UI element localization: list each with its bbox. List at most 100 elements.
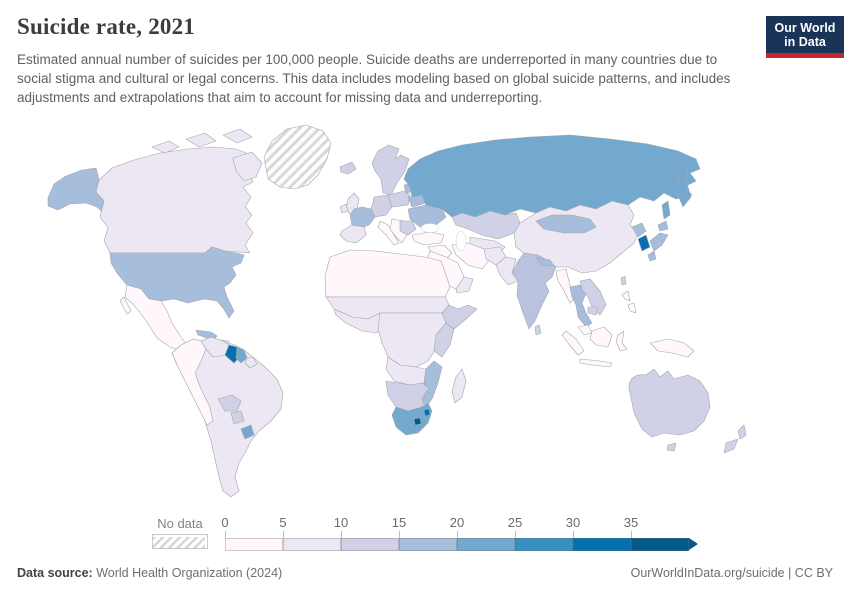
country-malaysia[interactable] (577, 324, 593, 336)
legend-tick-label: 10 (333, 515, 349, 530)
country-baffin-island[interactable] (232, 151, 263, 182)
country-mozambique[interactable] (421, 360, 443, 408)
country-cambodia[interactable] (587, 306, 599, 316)
country-eswatini[interactable] (423, 408, 431, 417)
legend-scale: 0 5 10 15 20 25 30 35 (221, 515, 711, 556)
country-arctic-island[interactable] (185, 132, 217, 148)
country-arctic-island[interactable] (151, 140, 180, 154)
country-italy[interactable] (377, 220, 400, 246)
caspian-sea (455, 230, 467, 252)
chart-subtitle: Estimated annual number of suicides per … (17, 52, 731, 105)
country-iceland[interactable] (339, 161, 357, 175)
country-north-korea[interactable] (631, 222, 647, 238)
country-indonesia-borneo[interactable] (589, 326, 613, 348)
country-france[interactable] (349, 206, 376, 228)
legend-bin-15-20[interactable] (399, 538, 457, 551)
legend-tick-label: 30 (565, 515, 581, 530)
country-sri-lanka[interactable] (534, 324, 542, 336)
country-sakhalin[interactable] (661, 200, 671, 220)
country-yemen-oman[interactable] (455, 276, 474, 294)
legend-tick-mark (225, 531, 226, 538)
country-lesotho[interactable] (413, 417, 422, 426)
owid-logo-line1: Our World (774, 21, 836, 35)
country-taiwan[interactable] (620, 275, 627, 286)
legend-no-data-label: No data (157, 516, 203, 531)
country-suriname[interactable] (235, 346, 248, 364)
data-source-label: Data source: (17, 566, 93, 580)
legend-arrow-cap (689, 538, 698, 550)
country-arctic-island[interactable] (222, 128, 253, 144)
legend-bin-10-15[interactable] (341, 538, 399, 551)
country-uruguay[interactable] (240, 424, 255, 440)
legend-tick-label: 5 (279, 515, 287, 530)
country-vietnam-laos[interactable] (579, 278, 607, 316)
country-myanmar[interactable] (555, 268, 577, 304)
country-ireland[interactable] (339, 203, 349, 214)
data-source-value: World Health Organization (2024) (92, 566, 283, 580)
country-indonesia-sumatra[interactable] (561, 330, 585, 356)
country-indonesia-java[interactable] (579, 358, 613, 368)
country-romania-bulgaria[interactable] (399, 220, 417, 236)
legend-tick-mark (283, 531, 284, 538)
country-colombia-peru[interactable] (171, 338, 214, 426)
legend-bin-20-25[interactable] (457, 538, 515, 551)
country-greenland[interactable] (263, 124, 332, 190)
legend-tick-label: 15 (391, 515, 407, 530)
country-zimbabwe-botswana-namibia[interactable] (385, 380, 429, 412)
legend-tick-mark (341, 531, 342, 538)
country-india[interactable] (511, 252, 557, 330)
country-madagascar[interactable] (451, 368, 467, 404)
license-link[interactable]: OurWorldInData.org/suicide | CC BY (630, 566, 833, 580)
country-japan[interactable] (649, 232, 669, 252)
legend-tick-label: 0 (221, 515, 229, 530)
black-sea (420, 223, 440, 233)
country-scandinavia[interactable] (371, 144, 410, 196)
country-canada[interactable] (95, 146, 260, 254)
legend-tick-mark (573, 531, 574, 538)
country-south-korea[interactable] (637, 234, 651, 252)
country-spain-portugal[interactable] (339, 224, 367, 244)
data-source[interactable]: Data source: World Health Organization (… (17, 566, 282, 580)
owid-logo-line2: in Data (784, 35, 826, 49)
legend-bin-0-5[interactable] (225, 538, 283, 551)
country-turkey[interactable] (411, 231, 445, 246)
legend-bin-25-30[interactable] (515, 538, 573, 551)
legend-no-data-swatch (152, 534, 208, 549)
country-east-africa[interactable] (433, 322, 455, 358)
legend-tick-label: 35 (623, 515, 639, 530)
country-new-zealand[interactable] (723, 438, 739, 454)
legend-no-data[interactable]: No data (152, 516, 208, 549)
legend-bin-5-10[interactable] (283, 538, 341, 551)
country-russia[interactable] (403, 134, 701, 218)
country-tasmania[interactable] (666, 442, 677, 452)
chart-title: Suicide rate, 2021 (17, 14, 195, 39)
country-french-guiana[interactable] (244, 356, 258, 369)
legend-tick-mark (399, 531, 400, 538)
country-kamchatka[interactable] (671, 160, 692, 208)
country-japan[interactable] (647, 250, 657, 262)
country-central-africa[interactable] (377, 312, 447, 368)
legend-bin-30-35[interactable] (573, 538, 631, 551)
country-paraguay[interactable] (230, 410, 245, 425)
country-baja-california[interactable] (119, 296, 132, 315)
country-united-states[interactable] (109, 246, 245, 319)
country-indonesia-sulawesi[interactable] (615, 330, 628, 352)
legend-tick-label: 25 (507, 515, 523, 530)
country-nepal[interactable] (535, 256, 555, 267)
country-bolivia[interactable] (217, 394, 242, 412)
country-south-africa[interactable] (391, 402, 433, 436)
legend-tick-label: 20 (449, 515, 465, 530)
country-north-africa[interactable] (324, 249, 451, 298)
country-papua-new-guinea[interactable] (649, 338, 695, 358)
country-mongolia[interactable] (535, 214, 597, 234)
legend-tick-mark (631, 531, 632, 538)
owid-logo[interactable]: Our World in Data (766, 16, 844, 58)
legend-bin-35+[interactable] (631, 538, 689, 551)
country-philippines[interactable] (621, 290, 637, 314)
country-australia[interactable] (628, 368, 711, 438)
legend-tick-mark (515, 531, 516, 538)
country-new-zealand[interactable] (737, 424, 747, 440)
country-japan[interactable] (657, 220, 669, 232)
